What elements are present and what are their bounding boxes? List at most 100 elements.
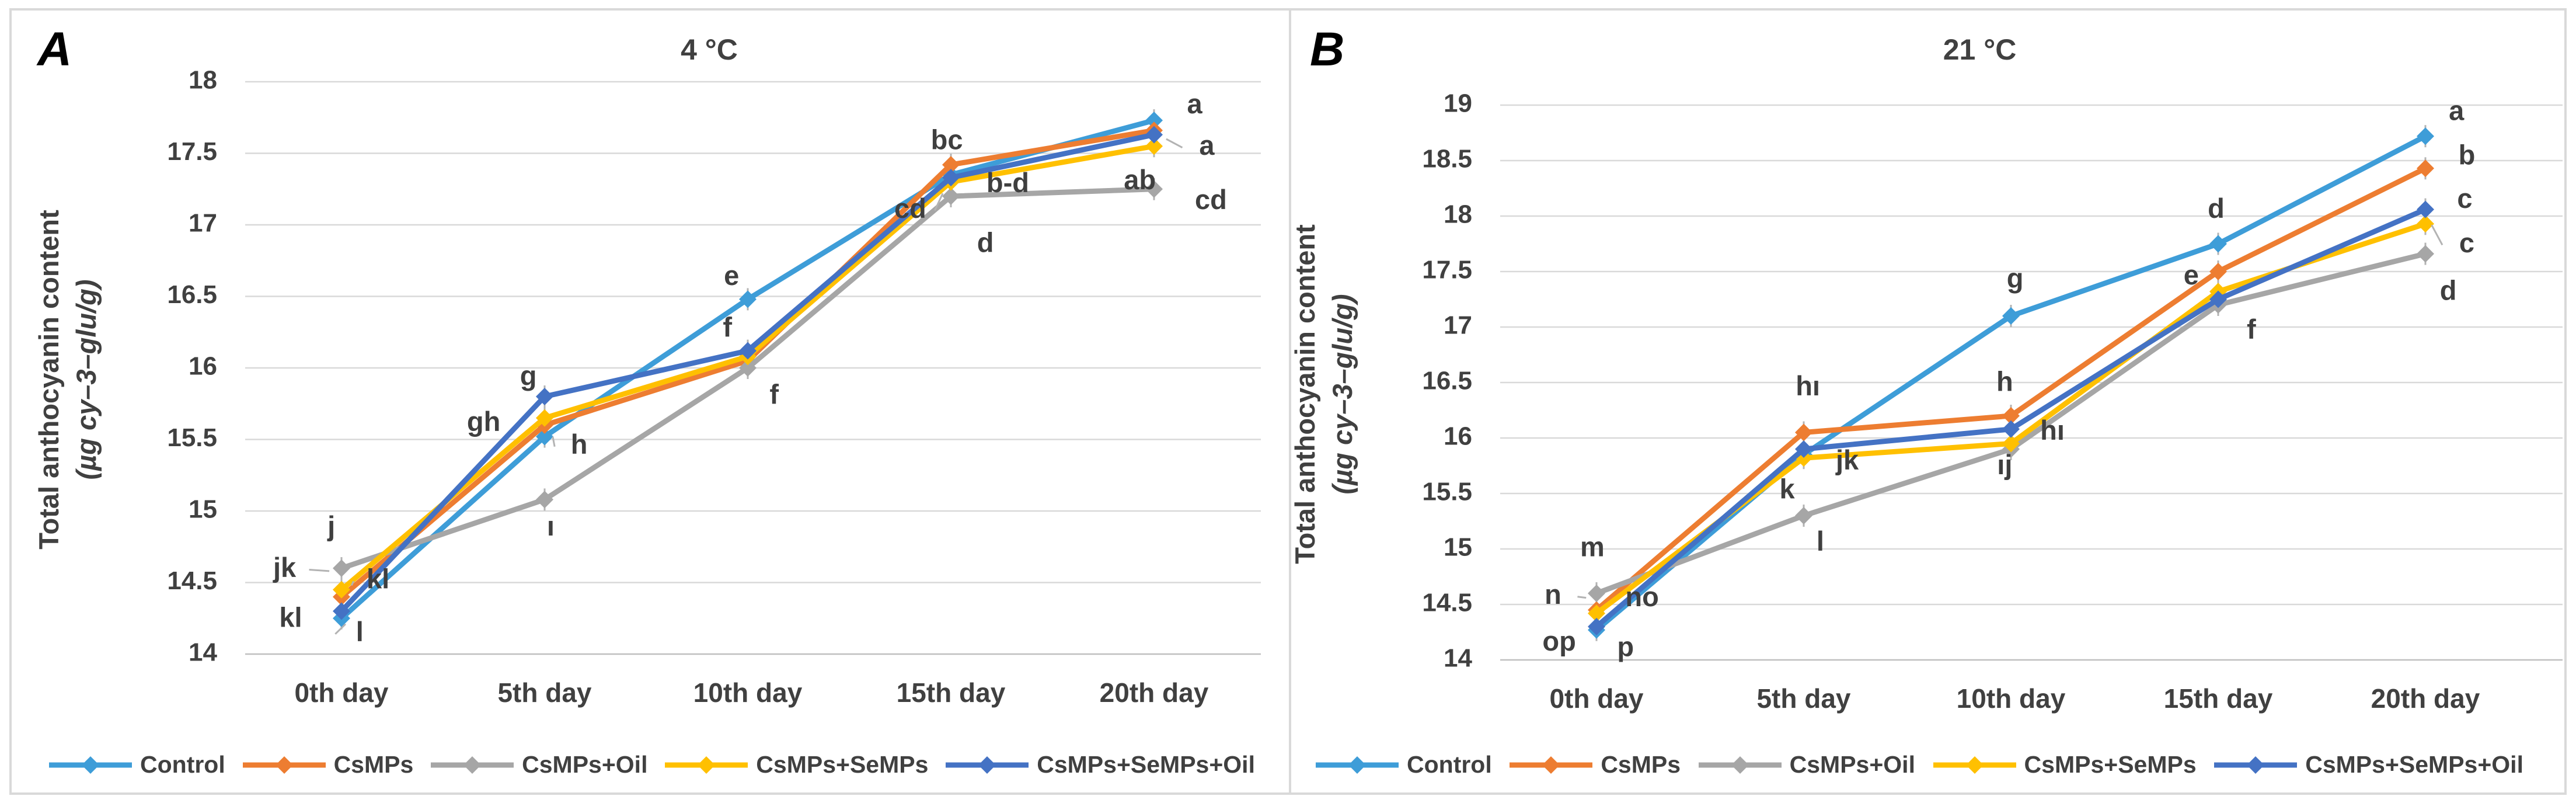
annotation-label: n xyxy=(1545,579,1561,610)
chart-a-plot: 18 17.5 17 16.5 16 15.5 15 14.5 14 0th day 5th day… xyxy=(33,66,1261,708)
y-axis-title-line2: (µg cy–3–glu/g) xyxy=(71,279,102,479)
legend-item-csmps: CsMPs xyxy=(240,751,413,778)
x-tick-label: 0th day xyxy=(1549,683,1643,714)
panel-a: A 4 °C 18 17.5 17 16.5 16 15.5 15 14.5 14 0th day… xyxy=(33,23,1261,778)
series-marker-csmps-semps xyxy=(2417,215,2434,233)
annotation-label: ıj xyxy=(1997,449,2012,480)
series-marker-csmps-oil xyxy=(2417,245,2434,263)
y-tick-label: 14 xyxy=(189,638,217,667)
annotation-label: hı xyxy=(1796,370,1820,401)
legend-swatch-csmps xyxy=(242,756,326,774)
annotation-label: jk xyxy=(1835,444,1859,475)
y-axis-title-line1: Total anthocyanin content xyxy=(1290,224,1320,564)
annotation-label: a xyxy=(2449,95,2465,126)
series-marker-control xyxy=(2002,307,2020,325)
legend-diamond-icon xyxy=(1348,756,1366,774)
series-marker-control xyxy=(2209,235,2227,253)
annotation-label: jk xyxy=(273,552,297,583)
series-marker-csmps-semps-oil xyxy=(1588,618,1605,635)
legend-diamond-icon xyxy=(698,756,716,774)
x-tick-label: 20th day xyxy=(2371,683,2480,714)
annotation-label: c xyxy=(2459,227,2474,258)
x-tick-label: 15th day xyxy=(897,677,1006,708)
panel-b-title: 21 °C xyxy=(1943,33,2017,66)
y-axis-title-line2: (µg cy–3–glu/g) xyxy=(1327,294,1358,494)
y-tick-label: 18.5 xyxy=(1422,145,1472,173)
legend-item-csmps-semps-oil: CsMPs+SeMPs+Oil xyxy=(943,751,1255,778)
legend-label: CsMPs+Oil xyxy=(1789,751,1915,778)
series-marker-csmps-semps-oil xyxy=(333,602,350,620)
x-tick-label: 5th day xyxy=(1756,683,1850,714)
annotation-label: d xyxy=(2208,193,2225,224)
legend-label: CsMPs+SeMPs xyxy=(756,751,929,778)
legend-label: Control xyxy=(1407,751,1492,778)
legend-item-csmps-semps: CsMPs+SeMPs xyxy=(1931,751,2197,778)
y-tick-label: 16.5 xyxy=(1422,367,1472,395)
y-tick-label: 17 xyxy=(189,209,217,238)
annotation-label: p xyxy=(1617,631,1634,662)
y-tick-label: 14.5 xyxy=(167,566,217,595)
x-tick-label: 15th day xyxy=(2164,683,2273,714)
legend-b: Control CsMPs CsMPs+Oil CsMPs+SeMPs CsMPs+Se… xyxy=(1313,751,2523,778)
annotation-label: f xyxy=(769,378,779,409)
y-tick-label: 14 xyxy=(1444,644,1472,673)
annotation-leader xyxy=(1166,138,1183,149)
chart-b-plot: 19 18.5 18 17.5 17 16.5 16 15.5 15 14.5 14 0th day 5… xyxy=(1290,89,2563,714)
series-marker-csmps-oil xyxy=(739,359,757,377)
series-marker-csmps-oil xyxy=(1588,585,1605,602)
annotation-label: h xyxy=(1996,366,2013,397)
annotation-label: b xyxy=(2459,140,2476,171)
y-tick-label: 17 xyxy=(1444,311,1472,340)
series-marker-csmps-semps-oil xyxy=(1145,126,1163,144)
legend-swatch-control xyxy=(1316,756,1399,774)
series-marker-csmps-semps xyxy=(1145,137,1163,155)
series-marker-csmps xyxy=(2417,159,2434,178)
y-tick-label: 19 xyxy=(1444,89,1472,118)
annotation-label: d xyxy=(977,227,994,258)
legend-label: CsMPs+SeMPs+Oil xyxy=(2305,751,2523,778)
annotation-label: e xyxy=(724,260,739,291)
annotation-label: b-d xyxy=(987,167,1029,198)
series-marker-csmps-semps-oil xyxy=(942,169,960,187)
legend-item-control: Control xyxy=(47,751,225,778)
series-marker-csmps-oil xyxy=(536,491,553,509)
annotation-label: kl xyxy=(279,602,302,633)
legend-swatch-csmps-oil xyxy=(1698,756,1782,774)
legend-diamond-icon xyxy=(2247,756,2265,774)
series-marker-control xyxy=(1145,112,1163,130)
series-marker-csmps-semps-oil xyxy=(536,388,553,405)
x-tick-label: 10th day xyxy=(693,677,803,708)
series-marker-control xyxy=(739,290,757,308)
series-marker-csmps xyxy=(2209,263,2227,280)
annotation-label: e xyxy=(2184,259,2199,290)
legend-swatch-control xyxy=(49,756,132,774)
panel-b: B 21 °C 19 18.5 18 17.5 17 16.5 16 15.5 15 14.5 14… xyxy=(1290,0,2576,803)
x-tick-label: 20th day xyxy=(1100,677,1209,708)
y-tick-label: 17.5 xyxy=(167,137,217,166)
legend-diamond-icon xyxy=(1965,756,1984,774)
legend-label: CsMPs+SeMPs+Oil xyxy=(1037,751,1255,778)
annotation-leader xyxy=(934,193,944,211)
annotation-leader xyxy=(334,623,347,635)
annotation-label: f xyxy=(723,311,732,342)
legend-swatch-csmps-semps-oil xyxy=(946,756,1029,774)
annotation-label: cd xyxy=(1195,184,1227,215)
annotation-label: cd xyxy=(894,193,926,224)
legend-diamond-icon xyxy=(463,756,482,774)
series-marker-csmps-semps xyxy=(1588,604,1605,623)
series-marker-csmps-semps-oil xyxy=(739,342,757,360)
y-tick-label: 18 xyxy=(189,66,217,95)
annotation-label: no xyxy=(1625,581,1658,612)
y-tick-label: 16 xyxy=(1444,422,1472,451)
annotation-label: l xyxy=(356,616,364,647)
series-marker-csmps-oil xyxy=(1795,507,1812,524)
annotation-label: l xyxy=(1817,526,1824,557)
legend-swatch-csmps-semps xyxy=(1933,756,2016,774)
y-tick-label: 15.5 xyxy=(1422,478,1472,506)
y-tick-label: 15 xyxy=(189,495,217,524)
series-marker-csmps-semps xyxy=(2002,434,2020,453)
annotation-leader xyxy=(2431,224,2443,246)
annotation-label: m xyxy=(1580,531,1605,562)
x-tick-label: 0th day xyxy=(294,677,388,708)
